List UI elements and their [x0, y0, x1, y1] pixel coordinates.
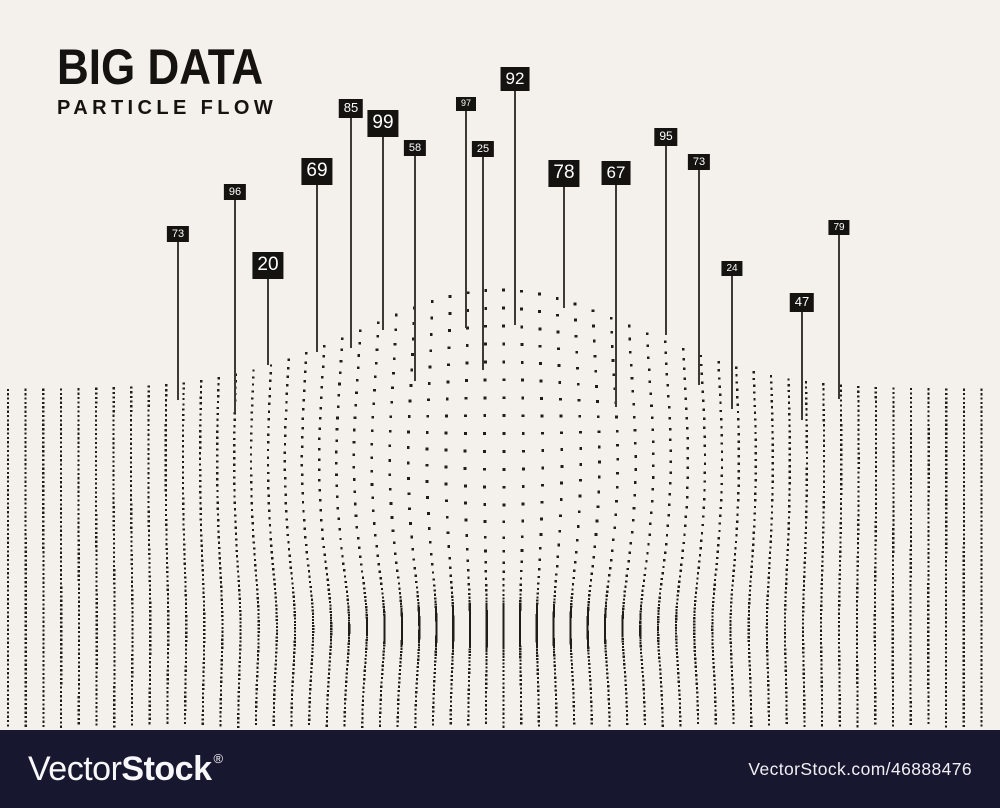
brand-logo-regular: Vector	[28, 749, 122, 788]
particle-value-label: 25	[471, 141, 495, 158]
label-pointer-line	[414, 140, 416, 381]
label-pointer-line	[838, 220, 840, 399]
label-pointer-line	[482, 141, 484, 370]
particle-value-label: 92	[500, 67, 530, 92]
particle-value-label: 20	[252, 252, 284, 279]
particle-value-label: 99	[367, 110, 399, 137]
page-subtitle: PARTICLE FLOW	[57, 97, 278, 119]
brand-logo: VectorStock ®	[28, 749, 223, 789]
label-pointer-line	[267, 252, 269, 365]
label-pointer-line	[177, 226, 179, 400]
particle-value-label: 79	[828, 220, 850, 235]
particle-value-label: 24	[721, 261, 743, 276]
label-pointer-line	[234, 184, 236, 413]
label-pointer-line	[350, 99, 352, 348]
particle-value-label: 85	[338, 99, 364, 118]
particle-value-label: 67	[601, 161, 631, 186]
label-pointer-line	[465, 97, 467, 328]
brand-logo-bold: Stock	[121, 749, 212, 788]
label-pointer-line	[514, 67, 516, 325]
particle-value-label: 73	[687, 154, 711, 171]
title-block: BIG DATA PARTICLE FLOW	[57, 42, 291, 120]
label-pointer-line	[698, 154, 700, 385]
particle-value-label: 47	[789, 293, 815, 312]
image-reference-text: VectorStock.com/46888476	[748, 758, 972, 779]
particle-value-label: 95	[654, 128, 678, 146]
particle-value-label: 78	[548, 160, 580, 187]
particle-value-label: 73	[166, 226, 190, 243]
label-pointer-line	[801, 293, 803, 420]
label-pointer-line	[563, 160, 565, 308]
label-pointer-line	[316, 158, 318, 352]
label-pointer-line	[665, 128, 667, 335]
particle-value-label: 97	[455, 97, 477, 111]
page-title: BIG DATA	[57, 39, 264, 95]
label-pointer-line	[382, 110, 384, 330]
watermark-bar: VectorStock ® VectorStock.com/46888476	[0, 730, 1000, 808]
label-pointer-line	[731, 261, 733, 409]
registered-trademark-icon: ®	[213, 751, 223, 767]
particle-value-label: 96	[223, 184, 247, 201]
particle-value-label: 69	[301, 158, 333, 185]
particle-value-label: 58	[403, 140, 427, 157]
label-pointer-line	[615, 161, 617, 407]
